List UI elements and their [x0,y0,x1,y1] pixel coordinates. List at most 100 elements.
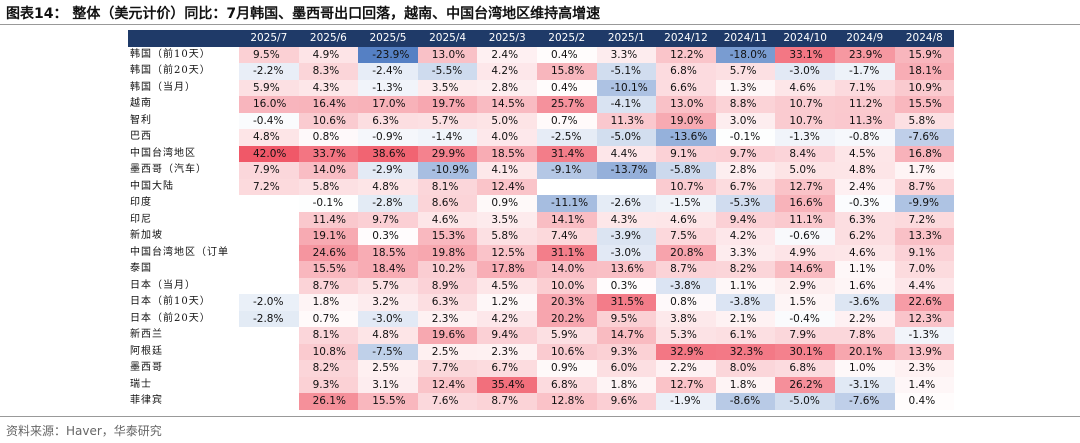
table-row: 墨西哥（汽车） 7.9% 14.0% -2.9% -10.9% 4.1% -9.1% -13.… [128,162,955,179]
table-row: 越南 16.0% 16.4% 17.0% 19.7% 14.5% 25.7% -4.1% 13.… [128,96,955,113]
row-label: 巴西 [130,131,152,142]
value-cell: 6.1% [715,327,776,344]
table-row: 印尼 11.4% 9.7% 4.6% 3.5% 14.1% 4.3% 4.6% 9.4% 11.1… [128,211,955,228]
value-cell: 4.9% [298,46,359,63]
value-cell: 12.2% [656,46,716,63]
value-cell: -5.8% [656,162,716,179]
table-row: 韩国（当月） 5.9% 4.3% -1.3% 3.5% 2.8% 0.4% -10.1% 6.6… [128,79,955,96]
column-header: 2025/2 [536,30,597,47]
value-cell: -3.8% [656,277,716,294]
value-cell: 6.3% [834,211,895,228]
value-cell: -7.6% [834,393,895,410]
value-cell: -3.0% [596,244,657,261]
column-header: 2024/8 [894,30,955,47]
value-cell: 2.1% [715,310,776,327]
value-cell: 4.0% [477,129,537,146]
value-cell: 11.2% [834,96,895,113]
value-cell: 1.8% [596,376,657,393]
divider [0,24,1080,25]
value-cell: 1.7% [894,162,955,179]
column-header: 2025/6 [298,30,359,47]
value-cell: 6.2% [834,228,895,245]
row-label: 日本（前20天） [130,312,211,324]
row-label: 瑞士 [130,378,152,390]
value-cell: 32.3% [715,343,776,360]
value-cell: -13.6% [656,129,716,146]
value-cell: 11.3% [834,112,895,129]
value-cell: -5.0% [775,393,835,410]
value-cell: 8.3% [298,63,359,80]
value-cell: 20.1% [834,343,895,360]
value-cell: -0.8% [834,129,895,146]
value-cell: 2.2% [656,360,716,377]
value-cell: 1.2% [477,294,537,311]
table-row: 智利 -0.4% 10.6% 6.3% 5.7% 5.0% 0.7% 11.3% 19.0% 3.… [128,112,955,129]
value-cell: 33.1% [775,46,835,63]
value-cell: 12.3% [894,310,955,327]
value-cell [239,343,299,360]
table-row: 阿根廷 10.8% -7.5% 2.5% 2.3% 10.6% 9.3% 32.9% 32.3%… [128,343,955,360]
value-cell: -3.0% [358,310,418,327]
row-label: 阿根廷 [130,345,163,357]
column-header: 2025/1 [596,30,657,47]
value-cell: 9.4% [477,327,537,344]
value-cell: 13.0% [417,46,478,63]
value-cell: 4.6% [775,79,835,96]
value-cell: 15.9% [894,46,955,63]
value-cell: 1.1% [834,261,895,278]
value-cell: 19.8% [417,244,478,261]
value-cell: -2.8% [239,310,299,327]
table-row: 墨西哥 8.2% 2.5% 7.7% 6.7% 0.9% 6.0% 2.2% 8.0% 6.8% 1… [128,360,955,377]
value-cell: 17.8% [477,261,537,278]
value-cell: 8.2% [298,360,359,377]
value-cell: -0.1% [715,129,776,146]
value-cell [239,376,299,393]
value-cell: 24.6% [298,244,359,261]
value-cell: 15.5% [894,96,955,113]
column-header: 2025/4 [417,30,478,47]
table-row: 日本（前20天） -2.8% 0.7% -3.0% 2.3% 4.2% 20.2% 9.5% 3… [128,310,955,327]
value-cell: 0.8% [656,294,716,311]
value-cell: -9.9% [894,195,955,212]
value-cell: 6.8% [656,63,716,80]
value-cell: -13.7% [596,162,657,179]
value-cell: -18.0% [715,46,776,63]
value-cell: 3.5% [477,211,537,228]
value-cell: 19.0% [656,112,716,129]
value-cell: 5.9% [536,327,597,344]
value-cell: 5.3% [656,327,716,344]
table-row: 菲律宾 26.1% 15.5% 7.6% 8.7% 12.8% 9.6% -1.9% -8.6%… [128,393,955,410]
divider [0,416,1080,417]
value-cell: 4.6% [417,211,478,228]
value-cell: 4.6% [656,211,716,228]
value-cell: 20.8% [656,244,716,261]
value-cell: 3.3% [715,244,776,261]
value-cell: 7.0% [894,261,955,278]
value-cell: -1.3% [894,327,955,344]
value-cell [239,211,299,228]
value-cell: -4.1% [596,96,657,113]
table-row: 中国大陆 7.2% 5.8% 4.8% 8.1% 12.4% 10.7% 6.7% 12.7% 2… [128,178,955,195]
value-cell: 20.2% [536,310,597,327]
value-cell: 9.4% [715,211,776,228]
value-cell: 1.3% [715,79,776,96]
value-cell: 4.3% [596,211,657,228]
value-cell: 4.2% [477,310,537,327]
value-cell: 0.8% [298,129,359,146]
row-label: 新加坡 [130,230,163,241]
row-label: 墨西哥 [130,362,163,373]
value-cell: 12.4% [477,178,537,195]
value-cell: 8.9% [417,277,478,294]
value-cell: 10.9% [894,79,955,96]
value-cell: 26.2% [775,376,835,393]
value-cell: 4.8% [834,162,895,179]
value-cell: 7.4% [536,228,597,245]
row-label: 韩国（前20天） [130,65,211,76]
table-row: 新加坡 19.1% 0.3% 15.3% 5.8% 7.4% -3.9% 7.5% 4.2% -0… [128,228,955,245]
value-cell: -5.5% [417,63,478,80]
value-cell: 2.3% [417,310,478,327]
value-cell: 4.8% [358,327,418,344]
value-cell: -2.9% [358,162,418,179]
value-cell: -2.0% [239,294,299,311]
value-cell: 13.9% [894,343,955,360]
